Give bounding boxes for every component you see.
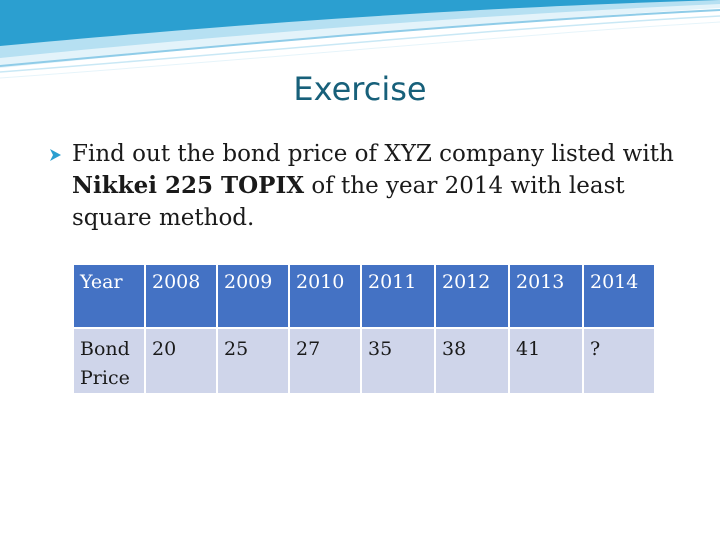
- value-cell: 38: [434, 327, 510, 395]
- header-cell: 2009: [216, 263, 290, 329]
- bullet-bold: Nikkei 225 TOPIX: [72, 172, 305, 199]
- header-cell: 2014: [582, 263, 656, 329]
- bullet-text: Find out the bond price of XYZ company l…: [48, 138, 698, 234]
- bullet-paragraph: Find out the bond price of XYZ company l…: [48, 138, 698, 234]
- header-cell: 2013: [508, 263, 584, 329]
- value-cell: 41: [508, 327, 584, 395]
- value-cell: ?: [582, 327, 656, 395]
- value-cell: 27: [288, 327, 362, 395]
- bond-price-table: Year 2008 2009 2010 2011 2012 2013 2014 …: [72, 263, 656, 395]
- header-cell: 2012: [434, 263, 510, 329]
- table-header-row: Year 2008 2009 2010 2011 2012 2013 2014: [72, 263, 656, 329]
- value-cell: 35: [360, 327, 436, 395]
- bullet-suffix: of the year 2014 with least square metho…: [72, 173, 625, 231]
- bullet-prefix: Find out the bond price of XYZ company l…: [72, 141, 674, 167]
- header-cell: 2011: [360, 263, 436, 329]
- slide-title: Exercise: [293, 70, 427, 108]
- table-row: Bond Price 20 25 27 35 38 41 ?: [72, 327, 656, 395]
- header-cell: 2008: [144, 263, 218, 329]
- header-cell: 2010: [288, 263, 362, 329]
- value-cell: 25: [216, 327, 290, 395]
- header-cell: Year: [72, 263, 146, 329]
- bullet-icon: [50, 149, 61, 161]
- header-wave-decoration: [0, 0, 720, 79]
- row-label-cell: Bond Price: [72, 327, 146, 395]
- value-cell: 20: [144, 327, 218, 395]
